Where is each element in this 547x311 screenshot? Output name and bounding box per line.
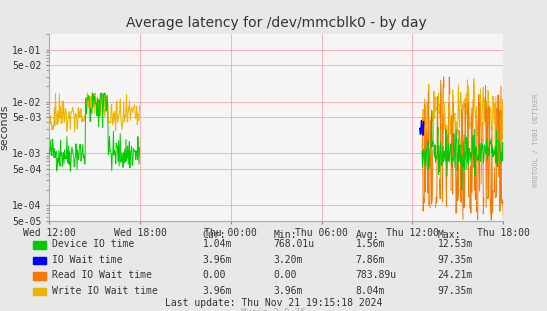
Text: Cur:: Cur: [202, 230, 226, 240]
Text: 1.04m: 1.04m [202, 239, 232, 249]
Text: 3.96m: 3.96m [274, 286, 303, 296]
Text: 3.96m: 3.96m [202, 255, 232, 265]
Text: Device IO time: Device IO time [52, 239, 134, 249]
Text: IO Wait time: IO Wait time [52, 255, 123, 265]
Text: Avg:: Avg: [356, 230, 379, 240]
Text: 0.00: 0.00 [202, 270, 226, 280]
Text: 3.20m: 3.20m [274, 255, 303, 265]
Text: Read IO Wait time: Read IO Wait time [52, 270, 152, 280]
Text: 24.21m: 24.21m [438, 270, 473, 280]
Text: 1.56m: 1.56m [356, 239, 385, 249]
Y-axis label: seconds: seconds [0, 105, 9, 150]
Text: 7.86m: 7.86m [356, 255, 385, 265]
Text: Min:: Min: [274, 230, 297, 240]
Text: 12.53m: 12.53m [438, 239, 473, 249]
Text: RRDTOOL / TOBI OETIKER: RRDTOOL / TOBI OETIKER [533, 93, 539, 187]
Text: 783.89u: 783.89u [356, 270, 397, 280]
Text: Max:: Max: [438, 230, 461, 240]
Text: 768.01u: 768.01u [274, 239, 315, 249]
Text: Munin 2.0.76: Munin 2.0.76 [241, 308, 306, 311]
Text: 3.96m: 3.96m [202, 286, 232, 296]
Text: 97.35m: 97.35m [438, 286, 473, 296]
Text: 0.00: 0.00 [274, 270, 297, 280]
Text: Last update: Thu Nov 21 19:15:18 2024: Last update: Thu Nov 21 19:15:18 2024 [165, 298, 382, 308]
Text: 8.04m: 8.04m [356, 286, 385, 296]
Title: Average latency for /dev/mmcblk0 - by day: Average latency for /dev/mmcblk0 - by da… [126, 16, 427, 30]
Text: 97.35m: 97.35m [438, 255, 473, 265]
Text: Write IO Wait time: Write IO Wait time [52, 286, 158, 296]
